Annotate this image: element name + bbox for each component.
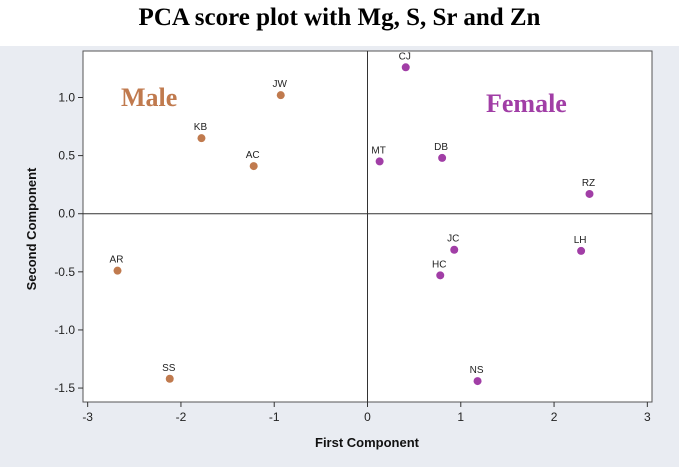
data-point-db	[438, 153, 447, 162]
point-label-ss: SS	[162, 363, 176, 374]
chart-title: PCA score plot with Mg, S, Sr and Zn	[138, 4, 541, 31]
title-band	[0, 0, 679, 46]
point-label-jw: JW	[273, 79, 288, 90]
x-tick-label: -2	[176, 410, 187, 424]
legend-label-female: Female	[486, 89, 567, 118]
x-tick-label: 0	[364, 410, 371, 424]
data-point-kb	[197, 134, 206, 143]
point-label-jc: JC	[447, 234, 459, 245]
point-label-db: DB	[434, 142, 448, 153]
y-tick-label: -1.0	[54, 323, 75, 337]
x-tick-label: -1	[269, 410, 280, 424]
data-point-ar	[113, 266, 122, 275]
data-point-jc	[450, 245, 459, 254]
point-label-lh: LH	[574, 235, 587, 246]
point-label-mt: MT	[371, 145, 385, 156]
point-label-ac: AC	[246, 150, 260, 161]
x-tick-label: 2	[551, 410, 558, 424]
point-label-ar: AR	[110, 255, 124, 266]
x-tick-label: 3	[644, 410, 651, 424]
y-tick-label: 0.0	[58, 207, 75, 221]
y-tick-label: 1.0	[58, 90, 75, 104]
point-label-kb: KB	[194, 122, 208, 133]
data-point-lh	[577, 246, 586, 255]
data-point-cj	[401, 63, 410, 72]
data-point-mt	[375, 157, 384, 166]
x-axis-title: First Component	[315, 435, 420, 450]
legend-label-male: Male	[121, 83, 177, 112]
y-tick-label: 0.5	[58, 149, 75, 163]
x-tick-label: -3	[82, 410, 93, 424]
point-label-cj: CJ	[399, 51, 411, 62]
y-tick-label: -1.5	[54, 381, 75, 395]
data-point-hc	[436, 271, 445, 280]
y-tick-label: -0.5	[54, 265, 75, 279]
point-label-ns: NS	[470, 365, 484, 376]
y-axis-title: Second Component	[24, 167, 39, 290]
x-tick-label: 1	[457, 410, 464, 424]
data-point-rz	[585, 189, 594, 198]
data-point-jw	[276, 91, 285, 100]
point-label-hc: HC	[432, 259, 446, 270]
data-point-ss	[165, 374, 174, 383]
point-label-rz: RZ	[582, 178, 595, 189]
data-point-ac	[249, 162, 258, 171]
data-point-ns	[473, 377, 482, 386]
